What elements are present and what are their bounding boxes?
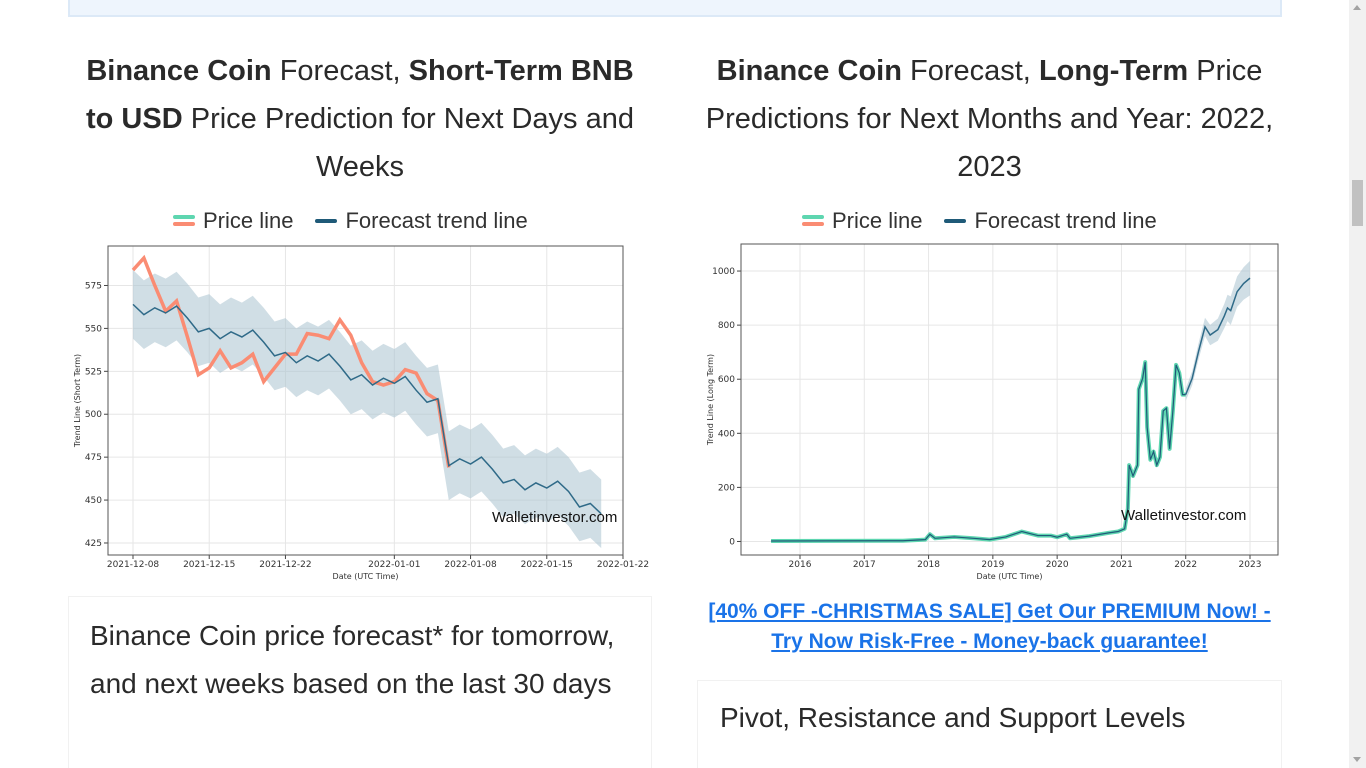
y-tick-label: 525 bbox=[85, 367, 102, 377]
watermark: Walletinvestor.com bbox=[492, 509, 617, 526]
plot-frame bbox=[107, 245, 624, 556]
price-line-swatch bbox=[802, 215, 824, 227]
plot-frame bbox=[740, 243, 1279, 556]
y-tick-label: 425 bbox=[85, 539, 102, 549]
y-axis-label: Trend Line (Long Term) bbox=[706, 354, 715, 446]
y-tick-label: 500 bbox=[85, 410, 102, 420]
long-term-legend: Price line Forecast trend line bbox=[802, 208, 1157, 234]
long-term-heading: Binance Coin Forecast, Long-Term Price P… bbox=[697, 47, 1282, 191]
x-tick-label: 2021-12-22 bbox=[259, 560, 311, 570]
y-tick-label: 600 bbox=[718, 375, 735, 385]
confidence-band bbox=[133, 270, 602, 549]
x-tick-label: 2022-01-08 bbox=[444, 560, 497, 570]
premium-promo-link[interactable]: [40% OFF -CHRISTMAS SALE] Get Our PREMIU… bbox=[708, 600, 1271, 653]
x-axis-label: Date (UTC Time) bbox=[333, 572, 399, 581]
y-tick-label: 200 bbox=[718, 483, 735, 493]
y-tick-label: 475 bbox=[85, 453, 102, 463]
y-tick-label: 450 bbox=[85, 496, 102, 506]
heading-part: Forecast, bbox=[901, 55, 1039, 87]
forecast-line-swatch bbox=[944, 215, 967, 227]
pivot-card bbox=[697, 680, 1282, 768]
watermark: Walletinvestor.com bbox=[1121, 507, 1246, 524]
plot-area bbox=[741, 244, 1278, 555]
x-tick-label: 2021-12-15 bbox=[183, 560, 235, 570]
forecast-trend-line bbox=[1185, 277, 1251, 395]
heading-part: Long-Term bbox=[1038, 55, 1189, 87]
x-tick-label: 2019 bbox=[981, 560, 1004, 570]
short-term-heading: Binance Coin Forecast, Short-Term BNB to… bbox=[70, 47, 650, 191]
pivot-heading: Pivot, Resistance and Support Levels bbox=[720, 702, 1186, 733]
x-tick-label: 2018 bbox=[917, 560, 940, 570]
x-tick-label: 2022-01-22 bbox=[597, 560, 649, 570]
y-axis-label: Trend Line (Short Term) bbox=[73, 354, 82, 448]
x-tick-label: 2022 bbox=[1174, 560, 1197, 570]
y-tick-label: 800 bbox=[718, 321, 735, 331]
x-tick-label: 2021 bbox=[1110, 560, 1133, 570]
x-tick-label: 2016 bbox=[789, 560, 812, 570]
short-term-legend: Price line Forecast trend line bbox=[173, 208, 528, 234]
x-tick-label: 2021-12-08 bbox=[107, 560, 160, 570]
top-info-box bbox=[68, 0, 1282, 17]
x-tick-label: 2020 bbox=[1046, 560, 1069, 570]
price-line-swatch bbox=[173, 215, 195, 227]
x-tick-label: 2022-01-15 bbox=[521, 560, 573, 570]
y-tick-label: 1000 bbox=[712, 267, 735, 277]
scrollbar[interactable] bbox=[1349, 0, 1366, 768]
x-axis-label: Date (UTC Time) bbox=[977, 572, 1043, 581]
legend-forecast-label: Forecast trend line bbox=[974, 208, 1157, 233]
y-tick-label: 0 bbox=[729, 537, 735, 547]
forecast-line-swatch bbox=[315, 215, 338, 227]
x-tick-label: 2023 bbox=[1239, 560, 1262, 570]
heading-part: Forecast, bbox=[271, 55, 409, 87]
legend-price-label: Price line bbox=[832, 208, 923, 233]
confidence-band bbox=[1185, 260, 1250, 401]
price-line bbox=[131, 254, 451, 468]
x-tick-label: 2022-01-01 bbox=[368, 560, 420, 570]
forecast-trend-line bbox=[132, 303, 602, 515]
y-tick-label: 550 bbox=[85, 324, 102, 334]
legend-price-label: Price line bbox=[203, 208, 294, 233]
forecast-paragraph: Binance Coin price forecast* for tomorro… bbox=[90, 620, 615, 699]
heading-part: Binance Coin bbox=[716, 55, 902, 87]
scroll-up-icon[interactable] bbox=[1353, 5, 1361, 10]
heading-part: Price Prediction for Next Days and Weeks bbox=[182, 103, 634, 183]
heading-part: Binance Coin bbox=[86, 55, 272, 87]
scrollbar-thumb[interactable] bbox=[1352, 180, 1363, 226]
forecast-text-card bbox=[68, 596, 652, 768]
legend-forecast-label: Forecast trend line bbox=[345, 208, 528, 233]
x-tick-label: 2017 bbox=[853, 560, 876, 570]
price-line-trend bbox=[771, 362, 1186, 542]
y-tick-label: 400 bbox=[718, 429, 735, 439]
y-tick-label: 575 bbox=[85, 281, 102, 291]
heading-part: Short-Term BNB to USD bbox=[86, 55, 634, 135]
heading-part: Price Predictions for Next Months and Ye… bbox=[705, 55, 1274, 183]
scroll-down-icon[interactable] bbox=[1353, 757, 1361, 762]
